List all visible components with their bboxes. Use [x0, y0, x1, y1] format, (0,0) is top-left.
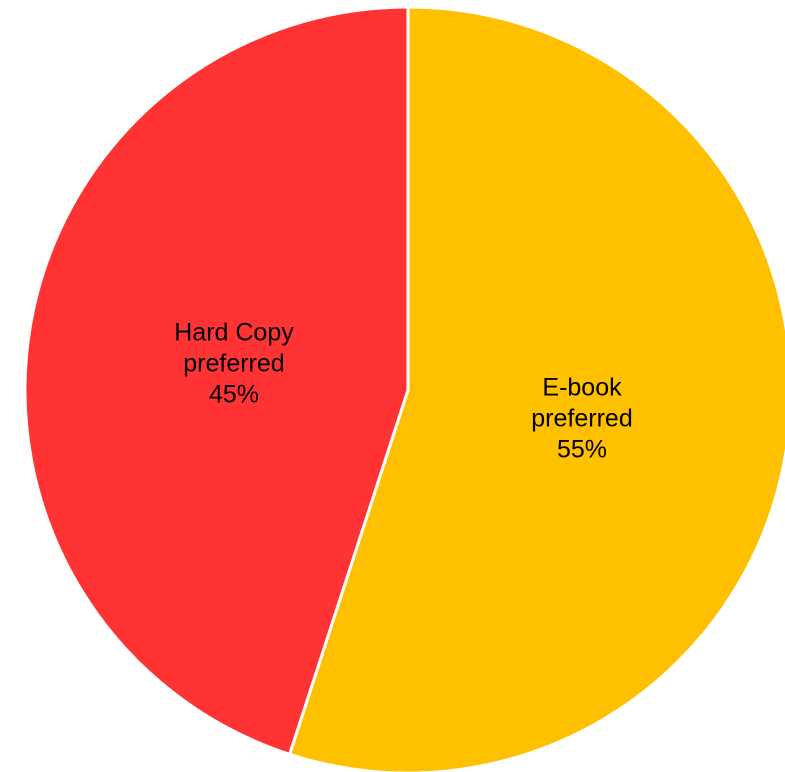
pie-label-1-line-3: 55%: [557, 436, 607, 464]
pie-label-2-line-2: preferred: [183, 349, 284, 377]
pie-slices: [23, 5, 785, 772]
pie-labels: E-book preferred 55% Hard Copy preferred 45%: [174, 318, 632, 463]
pie-slice-2: [23, 5, 410, 756]
pie-label-1-line-2: preferred: [531, 405, 632, 433]
pie-label-2-line-3: 45%: [209, 380, 259, 408]
pie-label-2-line-1: Hard Copy: [174, 318, 294, 346]
pie-slice-1: [288, 5, 785, 772]
pie-label-1-line-1: E-book: [542, 374, 622, 402]
